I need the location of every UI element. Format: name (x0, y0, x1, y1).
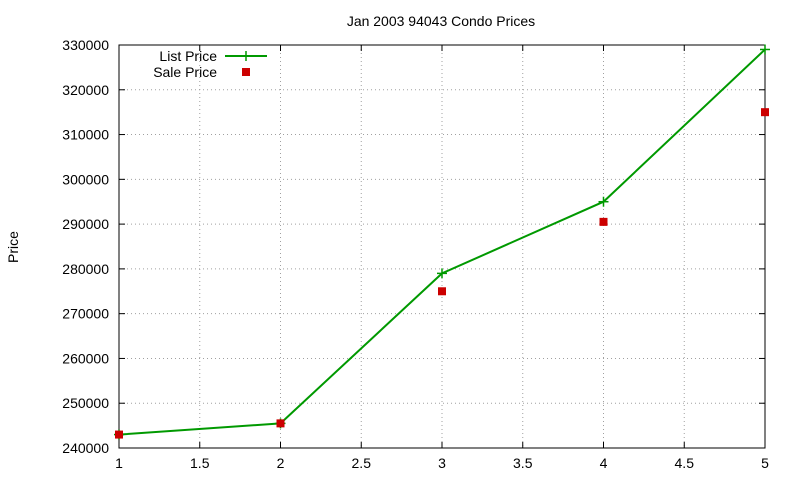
list-price-point (437, 268, 447, 279)
sale-price-point (115, 430, 123, 439)
y-tick-label: 320000 (62, 82, 109, 98)
list-price-line (118, 48, 766, 436)
y-tick-label: 330000 (62, 37, 109, 53)
data-series (114, 44, 770, 440)
tick-labels: 1 1.5 2 2.5 3 3.5 4 4.5 5 240000 250000 260000 27000… (62, 37, 769, 471)
sale-price-point (761, 108, 769, 117)
series-sale-price (115, 108, 769, 439)
x-tick-label: 2 (277, 455, 285, 471)
y-tick-label: 290000 (62, 216, 109, 232)
series-list-price (114, 44, 770, 440)
legend-label: Sale Price (153, 64, 217, 80)
x-tick-label: 4.5 (675, 455, 695, 471)
y-tick-label: 300000 (62, 171, 109, 187)
x-tick-label: 3 (438, 455, 446, 471)
grid-lines (119, 45, 765, 448)
x-tick-label: 1.5 (190, 455, 210, 471)
sale-price-point (438, 287, 446, 296)
y-axis-label: Price (5, 231, 21, 263)
axis-ticks (118, 44, 766, 449)
x-tick-label: 2.5 (352, 455, 372, 471)
legend-plus-marker (241, 51, 251, 61)
y-tick-label: 280000 (62, 261, 109, 277)
x-tick-label: 4 (600, 455, 608, 471)
x-tick-label: 1 (115, 455, 123, 471)
legend-label: List Price (159, 48, 217, 64)
sale-price-point (276, 419, 285, 428)
y-tick-label: 270000 (62, 306, 109, 322)
y-tick-label: 240000 (62, 440, 109, 456)
x-tick-label: 5 (761, 455, 769, 471)
list-price-point (760, 44, 770, 55)
sale-price-point (599, 217, 608, 226)
list-price-point (598, 196, 609, 207)
y-tick-label: 260000 (62, 350, 109, 366)
chart-title: Jan 2003 94043 Condo Prices (347, 13, 535, 29)
x-tick-label: 3.5 (513, 455, 533, 471)
y-tick-label: 250000 (62, 395, 109, 411)
legend-square-marker (242, 68, 250, 76)
y-tick-label: 310000 (62, 127, 109, 143)
